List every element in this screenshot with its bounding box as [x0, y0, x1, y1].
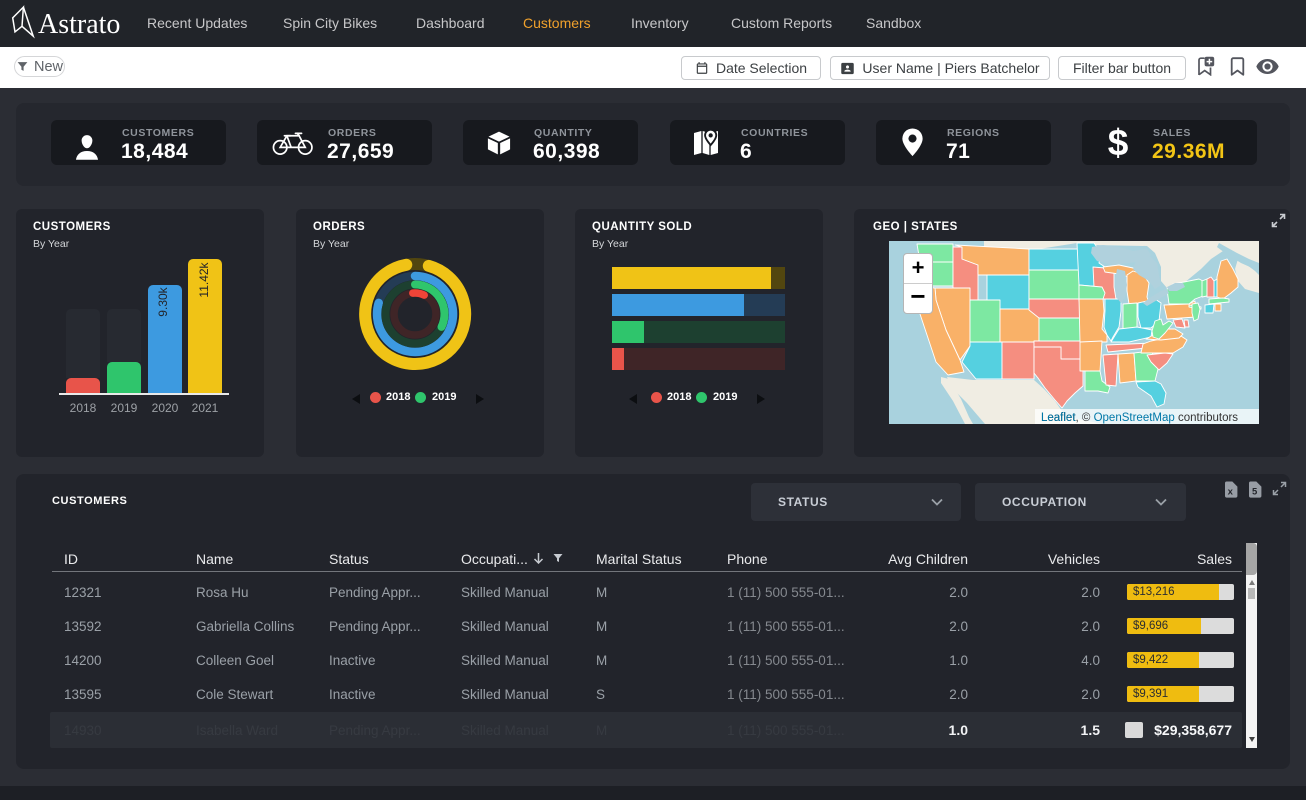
svg-text:5: 5 [1252, 487, 1258, 498]
svg-text:x: x [1228, 487, 1234, 498]
svg-text:Leaflet: Leaflet [1041, 412, 1076, 424]
svg-text:Leaflet, © OpenStreetMap contr: Leaflet, © OpenStreetMap contributors [1041, 412, 1238, 424]
